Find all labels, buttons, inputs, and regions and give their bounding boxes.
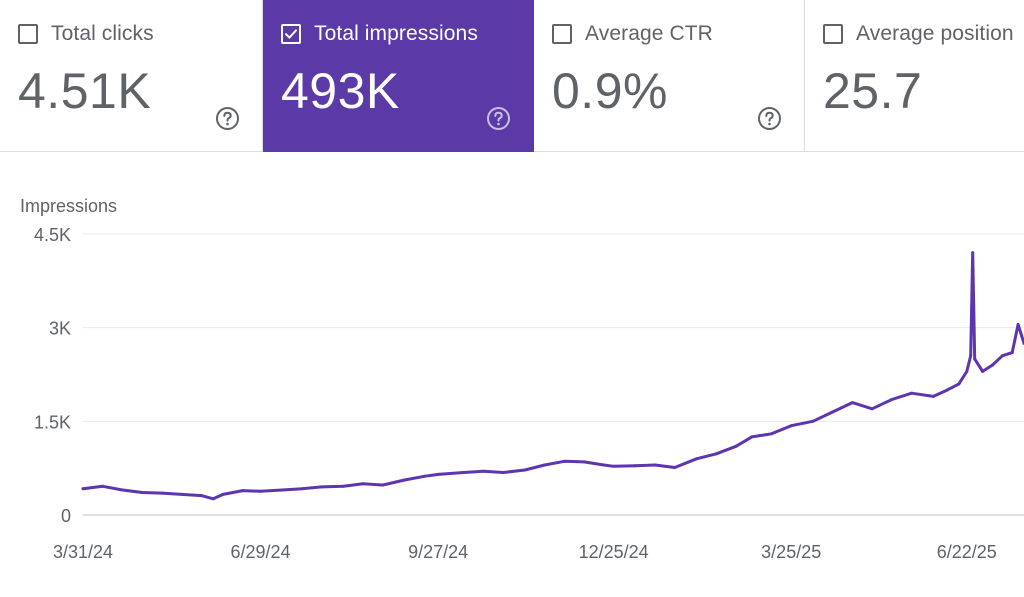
- series-line: [83, 253, 1024, 499]
- data-point: [259, 490, 262, 493]
- metric-card-header: Total clicks: [18, 22, 154, 46]
- data-point: [851, 401, 854, 404]
- data-point: [1011, 351, 1014, 354]
- metric-label: Total clicks: [51, 22, 154, 46]
- y-tick-label: 1.5K: [34, 412, 71, 432]
- metric-card-header: Average position: [823, 22, 1014, 46]
- help-circle-icon[interactable]: [486, 106, 511, 131]
- data-point: [695, 457, 698, 460]
- data-point: [981, 370, 984, 373]
- metric-value: 25.7: [823, 62, 922, 120]
- metric-label: Average position: [856, 22, 1014, 46]
- checkbox-icon[interactable]: [823, 24, 843, 44]
- data-point: [910, 392, 913, 395]
- data-point: [973, 357, 976, 360]
- data-point: [423, 475, 426, 478]
- data-point: [1001, 354, 1004, 357]
- y-tick-label: 3K: [49, 319, 71, 339]
- data-point: [871, 407, 874, 410]
- chart-grid: [83, 234, 1024, 515]
- data-point: [301, 487, 304, 490]
- metric-card-header: Average CTR: [552, 22, 713, 46]
- data-point: [991, 364, 994, 367]
- x-tick-label: 3/25/25: [761, 542, 821, 562]
- data-point: [381, 484, 384, 487]
- data-point: [673, 466, 676, 469]
- data-point: [612, 465, 615, 468]
- data-point: [971, 251, 974, 254]
- data-point: [634, 464, 637, 467]
- data-point: [969, 354, 972, 357]
- data-point: [715, 452, 718, 455]
- metric-value: 0.9%: [552, 62, 668, 120]
- data-point: [212, 497, 215, 500]
- checkbox-icon[interactable]: [552, 24, 572, 44]
- metric-cards: Total clicks 4.51K Total impressions 493…: [0, 0, 1024, 152]
- x-tick-label: 6/22/25: [937, 542, 997, 562]
- data-point: [831, 411, 834, 414]
- data-point: [82, 487, 85, 490]
- data-point: [563, 460, 566, 463]
- chart-series: [82, 251, 1024, 500]
- x-tick-labels: 3/31/24 6/29/24 9/27/24 12/25/24 3/25/25 6/22…: [53, 542, 997, 562]
- x-tick-label: 12/25/24: [579, 542, 649, 562]
- data-point: [180, 493, 183, 496]
- impressions-chart: Impressions 0 1.5K 3K 4.5K 3/31/24 6/29/24 9/…: [0, 152, 1024, 592]
- data-point: [342, 485, 345, 488]
- x-tick-label: 9/27/24: [408, 542, 468, 562]
- data-point: [141, 491, 144, 494]
- checkbox-icon[interactable]: [281, 24, 301, 44]
- metric-value: 4.51K: [18, 62, 151, 120]
- data-point: [583, 460, 586, 463]
- metric-card-total-impressions[interactable]: Total impressions 493K: [263, 0, 534, 152]
- data-point: [403, 479, 406, 482]
- x-tick-label: 6/29/24: [231, 542, 291, 562]
- help-circle-icon[interactable]: [757, 106, 782, 131]
- data-point: [222, 493, 225, 496]
- data-point: [1017, 323, 1020, 326]
- y-tick-labels: 0 1.5K 3K 4.5K: [34, 225, 71, 526]
- metric-value: 493K: [281, 62, 400, 120]
- checkbox-icon[interactable]: [18, 24, 38, 44]
- data-point: [932, 395, 935, 398]
- metric-card-average-ctr[interactable]: Average CTR 0.9%: [534, 0, 805, 152]
- data-point: [770, 432, 773, 435]
- data-point: [946, 389, 949, 392]
- data-point: [965, 370, 968, 373]
- data-point: [362, 482, 365, 485]
- data-point: [462, 471, 465, 474]
- data-point: [735, 445, 738, 448]
- y-axis-label: Impressions: [20, 196, 117, 216]
- data-point: [121, 489, 124, 492]
- x-tick-label: 3/31/24: [53, 542, 113, 562]
- data-point: [502, 471, 505, 474]
- data-point: [281, 489, 284, 492]
- data-point: [101, 485, 104, 488]
- data-point: [200, 494, 203, 497]
- data-point: [523, 469, 526, 472]
- checkmark-icon: [284, 27, 298, 41]
- metric-label: Average CTR: [585, 22, 713, 46]
- data-point: [241, 489, 244, 492]
- data-point: [602, 464, 605, 467]
- data-point: [437, 473, 440, 476]
- data-point: [790, 424, 793, 427]
- y-tick-label: 4.5K: [34, 225, 71, 245]
- metric-card-average-position[interactable]: Average position 25.7: [805, 0, 1024, 152]
- help-circle-icon[interactable]: [215, 106, 240, 131]
- data-point: [543, 464, 546, 467]
- metric-card-total-clicks[interactable]: Total clicks 4.51K: [0, 0, 263, 152]
- data-point: [654, 464, 657, 467]
- data-point: [750, 435, 753, 438]
- data-point: [890, 398, 893, 401]
- metric-card-header: Total impressions: [281, 22, 478, 46]
- y-tick-label: 0: [61, 506, 71, 526]
- data-point: [482, 470, 485, 473]
- data-point: [320, 485, 323, 488]
- data-point: [160, 492, 163, 495]
- metric-label: Total impressions: [314, 22, 478, 46]
- chart-svg: Impressions 0 1.5K 3K 4.5K 3/31/24 6/29/24 9/…: [0, 152, 1024, 592]
- data-point: [957, 382, 960, 385]
- data-point: [811, 420, 814, 423]
